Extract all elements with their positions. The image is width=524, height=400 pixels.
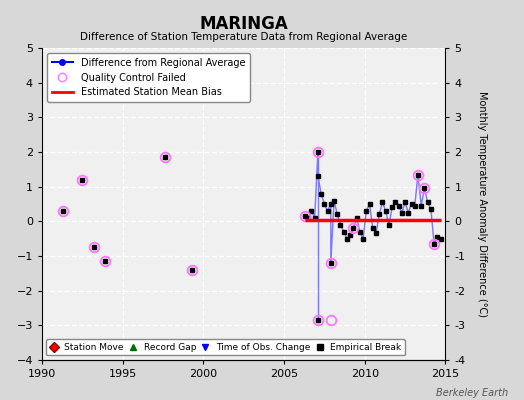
Text: Difference of Station Temperature Data from Regional Average: Difference of Station Temperature Data f… [80,32,407,42]
Text: Berkeley Earth: Berkeley Earth [436,388,508,398]
Y-axis label: Monthly Temperature Anomaly Difference (°C): Monthly Temperature Anomaly Difference (… [477,91,487,317]
Legend: Station Move, Record Gap, Time of Obs. Change, Empirical Break: Station Move, Record Gap, Time of Obs. C… [47,339,405,356]
Title: MARINGA: MARINGA [199,14,288,32]
